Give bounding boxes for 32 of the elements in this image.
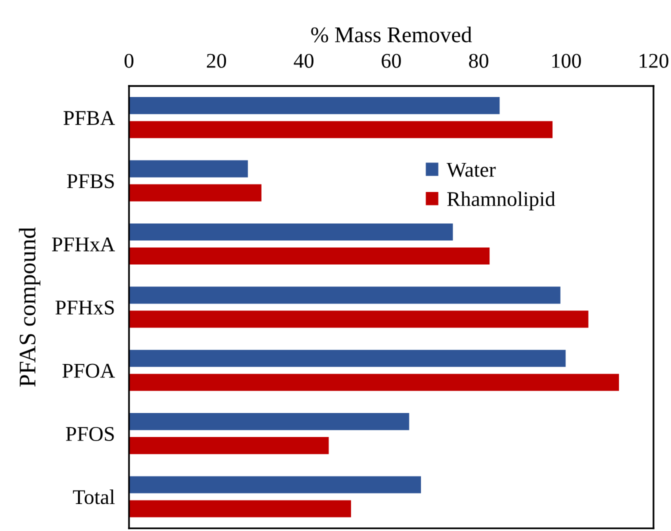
x-axis-title: % Mass Removed	[311, 26, 472, 42]
x-tick-label: 120	[640, 54, 668, 68]
bar	[129, 310, 588, 328]
x-tick-label: 60	[382, 54, 401, 68]
bar	[129, 413, 410, 430]
bar	[129, 97, 500, 114]
bar	[129, 121, 553, 138]
y-tick-label: PFBA	[64, 111, 115, 125]
x-tick-label: 0	[124, 54, 134, 68]
x-tick-label: 40	[294, 54, 314, 68]
bar	[129, 160, 248, 178]
y-tick-label: PFOA	[62, 364, 115, 378]
x-tick-label: 100	[552, 54, 581, 68]
y-tick-label: PFHxS	[55, 300, 114, 315]
y-tick-label: PFBS	[67, 174, 114, 188]
x-tick-label: 80	[469, 54, 488, 68]
bar	[129, 223, 453, 241]
bar	[129, 286, 560, 304]
bar	[129, 350, 566, 367]
y-axis-title: PFAS compound	[18, 227, 40, 387]
y-tick-label: PFHxA	[52, 237, 115, 252]
y-tick-label: PFOS	[66, 426, 114, 441]
bar	[129, 476, 421, 494]
bar	[129, 184, 262, 202]
bar	[129, 247, 490, 265]
bar	[129, 500, 352, 518]
x-tick-label: 20	[206, 54, 226, 68]
bar	[129, 437, 329, 454]
legend-label: Water	[446, 162, 496, 177]
y-tick-label: Total	[72, 490, 115, 504]
bar	[129, 374, 619, 391]
legend-label: Rhamnolipid	[447, 191, 556, 210]
